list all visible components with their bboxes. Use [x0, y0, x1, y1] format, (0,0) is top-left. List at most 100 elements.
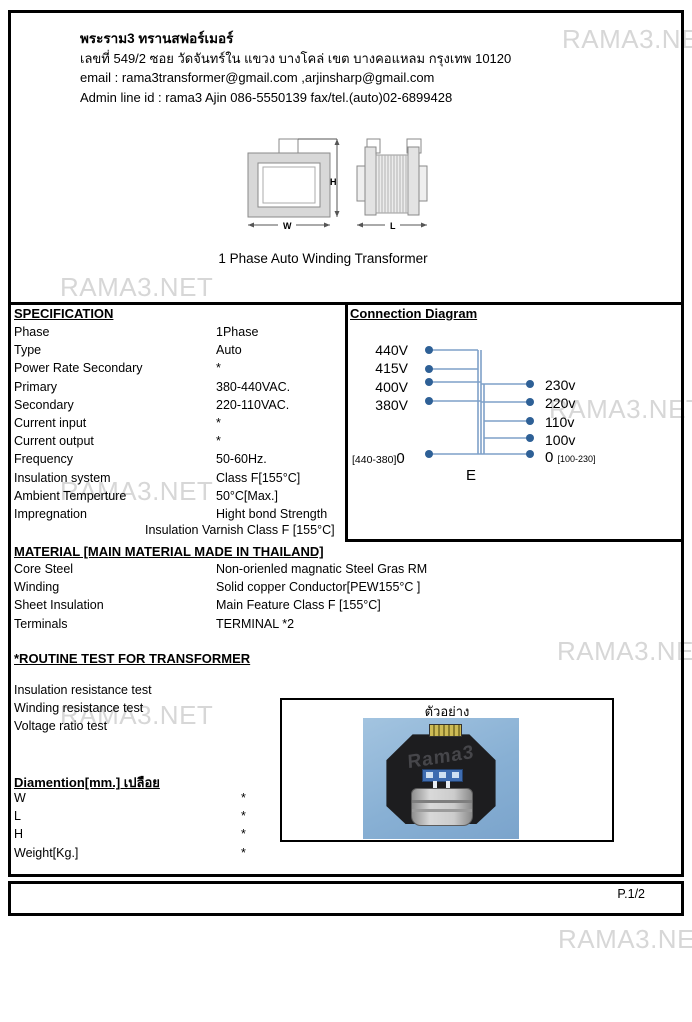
connection-diagram	[425, 346, 534, 458]
company-header: พระราม3 ทรานสฟอร์เมอร์ เลขที่ 549/2 ซอย …	[80, 29, 511, 107]
primary-tap: 440V	[375, 342, 408, 358]
spec-label: Type	[14, 343, 42, 358]
terminal-block	[422, 768, 464, 782]
dimension-label: L	[14, 809, 21, 824]
spec-value: Class F[155°C]	[216, 470, 301, 485]
primary-tap: 380V	[375, 397, 408, 414]
earth-label: E	[465, 467, 476, 484]
watermark: RAMA3.NET	[60, 700, 214, 730]
spec-label: Ambient Temperture	[14, 488, 127, 503]
primary-tap-labels: 440V 415V 400V 380V	[350, 341, 408, 415]
spec-value: 50°C[Max.]	[216, 488, 278, 503]
dimension-row: L *	[14, 807, 314, 825]
connection-diagram-border	[345, 302, 684, 542]
dimension-row: Weight[Kg.] *	[14, 844, 314, 862]
company-email: email : rama3transformer@gmail.com ,arji…	[80, 70, 435, 85]
sample-box: ตัวอย่าง Rama3	[280, 698, 614, 842]
secondary-zero: 0	[545, 449, 554, 466]
spec-row: Type Auto	[14, 341, 344, 359]
dimension-row: H *	[14, 825, 314, 843]
spec-value: *	[216, 361, 221, 376]
spec-value: 50-60Hz.	[216, 452, 267, 467]
drawing-caption: 1 Phase Auto Winding Transformer	[218, 251, 428, 266]
transformer-dimension-drawing: H W L	[247, 138, 428, 231]
dim-h-label: H	[330, 177, 337, 187]
spec-row: Secondary 220-110VAC.	[14, 396, 344, 414]
dimension-value: *	[241, 809, 246, 824]
secondary-tap: 110v	[545, 413, 575, 430]
dimension-table: W * L * H * Weight[Kg.] *	[14, 789, 314, 862]
spec-value: *	[216, 416, 221, 431]
company-contact: Admin line id : rama3 Ajin 086-5550139 f…	[80, 89, 453, 105]
company-address: เลขที่ 549/2 ซอย วัดจันทร์ใน แขวง บางโคล…	[80, 50, 512, 66]
sample-photo: Rama3	[363, 718, 519, 839]
spec-value: *	[216, 434, 221, 449]
material-value: Main Feature Class F [155°C]	[216, 598, 381, 613]
spec-value: Hight bond Strength	[216, 507, 328, 522]
secondary-tap: 230v	[545, 377, 576, 393]
watermark: RAMA3.NET	[557, 636, 692, 666]
spec-label: Insulation system	[14, 470, 111, 485]
terminal-strip	[428, 724, 462, 737]
dimension-value: *	[241, 845, 246, 860]
spec-row: Current output *	[14, 432, 344, 450]
specification-table: Phase 1Phase Type Auto Power Rate Second…	[14, 323, 344, 523]
spec-row: Ambient Temperture 50°C[Max.]	[14, 487, 344, 505]
coil	[411, 788, 473, 827]
spec-value: 380-440VAC.	[216, 379, 291, 394]
material-label: Winding	[14, 580, 60, 595]
dimension-label: W	[14, 791, 26, 805]
watermark: RAMA3.NET	[60, 476, 214, 506]
spec-label: Frequency	[14, 452, 74, 467]
spec-label: Primary	[14, 379, 58, 394]
spec-continuation: Insulation Varnish Class F [155°C]	[145, 523, 335, 537]
spec-value: 220-110VAC.	[216, 397, 290, 412]
dim-l-label: L	[390, 221, 396, 231]
watermark: RAMA3.NET	[558, 924, 692, 954]
material-table: Core Steel Non-orienled magnatic Steel G…	[14, 560, 494, 633]
material-value: TERMINAL *2	[216, 616, 295, 631]
spec-row: Insulation system Class F[155°C]	[14, 469, 344, 487]
spec-row: Power Rate Secondary *	[14, 359, 344, 377]
spec-label: Power Rate Secondary	[14, 361, 143, 376]
watermark: RAMA3.NET	[60, 272, 214, 302]
dimension-heading: Diamention[mm.] เปลือย	[14, 775, 160, 790]
primary-zero-range: [440-380]	[352, 454, 397, 466]
primary-zero-label: [440-380]0	[352, 450, 405, 467]
page-number: P.1/2	[617, 887, 645, 901]
dimension-label: Weight[Kg.]	[14, 845, 79, 860]
spec-label: Impregnation	[14, 507, 87, 522]
primary-zero: 0	[396, 450, 405, 467]
primary-tap: 400V	[375, 378, 408, 395]
spec-row: Impregnation Hight bond Strength	[14, 505, 344, 523]
dimension-row: W *	[14, 789, 314, 807]
spec-value: 1Phase	[216, 325, 259, 339]
document-border	[8, 10, 684, 877]
secondary-tap-labels: 230v 220v 110v 100v	[545, 376, 625, 450]
routine-test-item: Voltage ratio test	[14, 719, 108, 733]
dimension-value: *	[241, 791, 246, 805]
material-label: Core Steel	[14, 562, 74, 576]
sample-title: ตัวอย่าง	[424, 704, 470, 719]
material-row: Core Steel Non-orienled magnatic Steel G…	[14, 560, 494, 578]
spec-label: Current input	[14, 416, 87, 431]
company-name: พระราม3 ทรานสฟอร์เมอร์	[80, 31, 234, 46]
routine-test-heading: *ROUTINE TEST FOR TRANSFORMER	[14, 651, 251, 666]
routine-test-list: Insulation resistance test Winding resist…	[14, 677, 152, 735]
secondary-zero-label: 0 [100-230]	[545, 449, 596, 466]
watermark: RAMA3.NET	[562, 24, 692, 54]
watermark: RAMA3.NET	[549, 394, 692, 424]
spec-row: Primary 380-440VAC.	[14, 378, 344, 396]
secondary-zero-range: [100-230]	[557, 454, 596, 464]
material-label: Terminals	[14, 616, 68, 631]
dimension-value: *	[241, 827, 246, 842]
material-heading: MATERIAL [MAIN MATERIAL MADE IN THAILAND…	[14, 544, 324, 559]
material-row: Winding Solid copper Conductor[PEW155°C …	[14, 578, 494, 596]
spec-label: Current output	[14, 434, 94, 449]
connection-diagram-heading: Connection Diagram	[350, 306, 478, 321]
spec-label: Secondary	[14, 397, 74, 412]
spec-row: Current input *	[14, 414, 344, 432]
specification-heading: SPECIFICATION	[14, 306, 114, 321]
spec-row: Phase 1Phase	[14, 323, 344, 341]
